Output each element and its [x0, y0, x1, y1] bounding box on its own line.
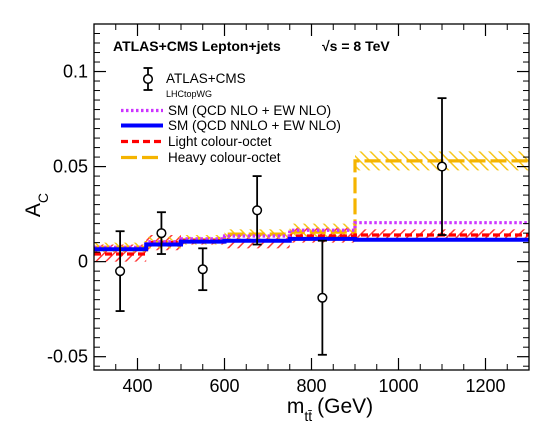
data-point	[252, 205, 263, 216]
x-tick-label: 1000	[378, 376, 418, 396]
data-point	[317, 292, 328, 303]
data-point	[156, 228, 167, 239]
x-tick-label: 1200	[465, 376, 505, 396]
chart-title: ATLAS+CMS Lepton+jets	[113, 38, 281, 54]
legend-label-0: SM (QCD NLO + EW NLO)	[168, 103, 331, 118]
legend-label-data: ATLAS+CMS	[166, 71, 246, 86]
x-tick-label: 400	[122, 376, 152, 396]
legend-sublabel-data: LHCtopWG	[166, 89, 212, 99]
x-tick-label: 600	[209, 376, 239, 396]
y-tick-label: 0.05	[53, 157, 88, 177]
data-point	[436, 161, 448, 172]
legend: ATLAS+CMS LHCtopWG SM (QCD NLO + EW NLO)SM…	[121, 67, 341, 165]
plot-frame	[93, 23, 530, 371]
data-point	[197, 264, 208, 275]
legend-label-1: SM (QCD NNLO + EW NLO)	[168, 118, 341, 133]
energy-label: √s = 8 TeV	[322, 38, 390, 54]
y-tick-label: -0.05	[47, 347, 88, 367]
legend-marker-point	[142, 73, 154, 85]
data-point	[115, 266, 126, 277]
series-line-1	[94, 236, 529, 252]
x-tick-label: 800	[296, 376, 326, 396]
legend-label-3: Heavy colour-octet	[168, 150, 281, 165]
chart-header: ATLAS+CMS Lepton+jets √s = 8 TeV	[113, 38, 390, 54]
x-axis-title: mtt̄ (GeV)	[287, 395, 373, 424]
legend-label-2: Light colour-octet	[168, 134, 272, 149]
y-tick-label: 0	[78, 252, 88, 272]
y-tick-label: 0.1	[63, 62, 88, 82]
y-axis-title: AC	[22, 193, 51, 217]
